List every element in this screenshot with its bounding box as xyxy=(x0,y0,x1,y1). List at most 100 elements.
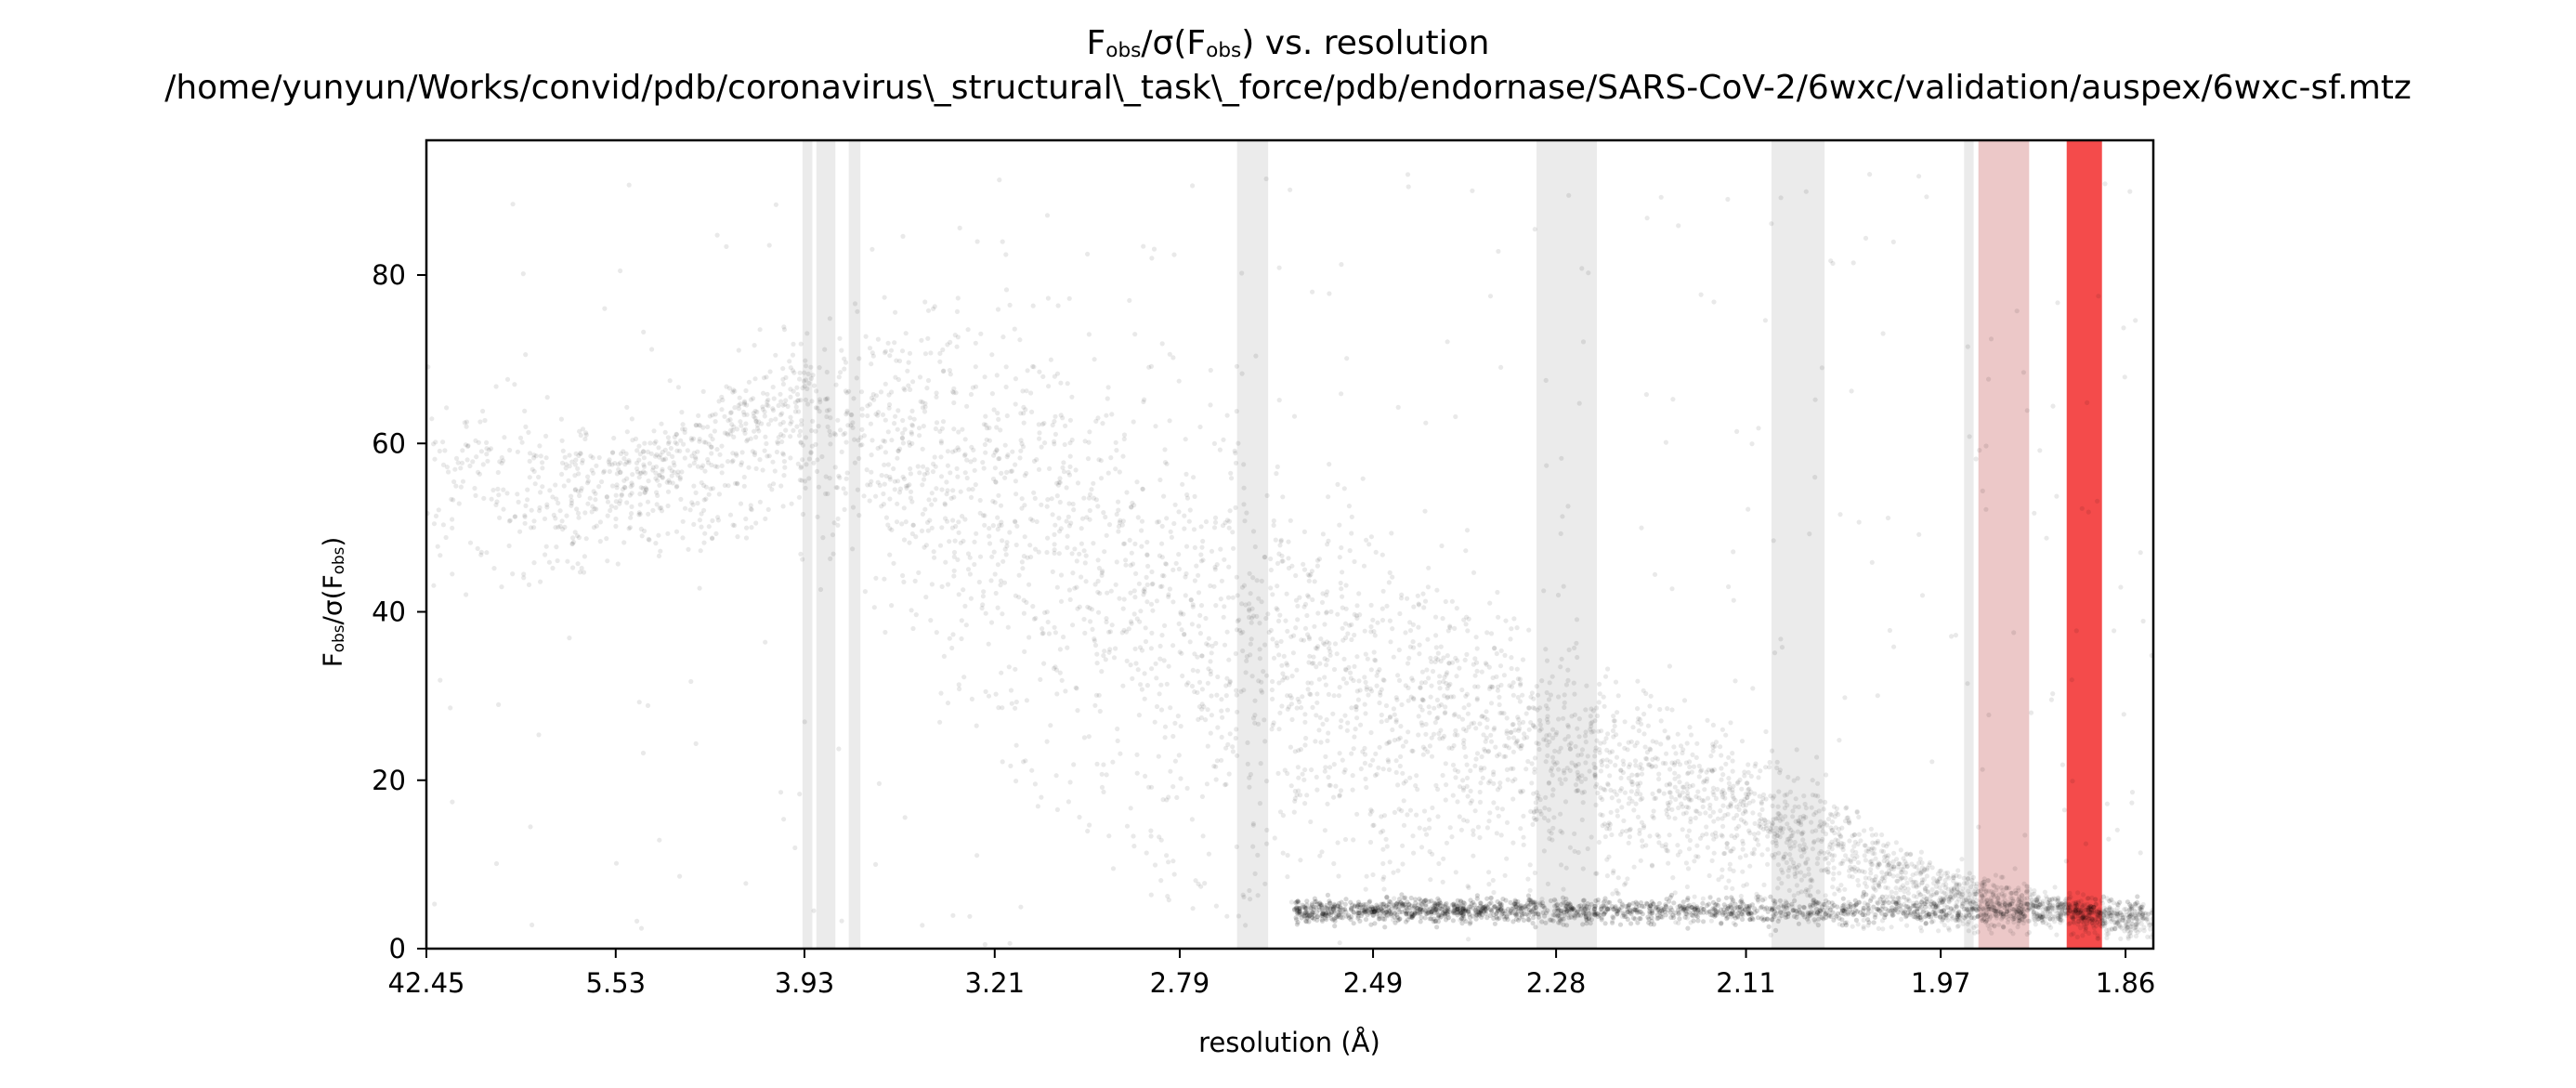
data-point xyxy=(687,507,693,513)
data-point xyxy=(1484,825,1490,831)
data-point xyxy=(1213,903,1219,909)
data-point xyxy=(845,423,851,428)
data-point xyxy=(1626,740,1631,745)
data-point xyxy=(1021,554,1026,559)
data-point xyxy=(1684,884,1690,890)
data-point xyxy=(1639,819,1644,825)
data-point xyxy=(1263,176,1269,182)
data-point xyxy=(1419,669,1425,675)
data-point xyxy=(1532,755,1538,761)
data-point xyxy=(931,461,936,466)
data-point xyxy=(1244,658,1249,663)
data-point xyxy=(1944,873,1950,879)
data-point xyxy=(1709,858,1715,864)
data-point xyxy=(1342,621,1349,626)
data-point xyxy=(1416,624,1421,630)
data-point xyxy=(1724,841,1730,846)
data-point xyxy=(1291,809,1297,815)
data-point xyxy=(1427,848,1432,855)
data-point xyxy=(1432,614,1439,620)
data-point xyxy=(995,307,1001,312)
data-point xyxy=(1654,832,1660,838)
data-point xyxy=(1800,846,1806,852)
data-point xyxy=(1609,832,1615,838)
data-point xyxy=(2030,903,2035,909)
data-point xyxy=(1497,710,1503,716)
data-point xyxy=(1960,885,1966,891)
data-point xyxy=(1669,707,1675,713)
data-point xyxy=(808,375,815,381)
data-point xyxy=(1534,684,1539,689)
data-point xyxy=(974,531,979,536)
data-point xyxy=(993,478,999,485)
data-point xyxy=(2090,910,2096,916)
data-point xyxy=(484,439,490,445)
data-point xyxy=(2030,902,2036,908)
data-point xyxy=(945,463,951,468)
data-point xyxy=(1301,561,1306,567)
data-point xyxy=(584,480,591,486)
data-point xyxy=(1795,829,1800,834)
data-point xyxy=(1546,697,1552,702)
data-point xyxy=(2088,909,2094,915)
data-point xyxy=(1976,889,1981,895)
data-point xyxy=(1494,674,1499,680)
data-point xyxy=(1845,857,1850,862)
data-point xyxy=(2114,905,2120,911)
data-point xyxy=(650,507,656,514)
data-point xyxy=(1518,826,1523,832)
data-point xyxy=(1477,721,1483,727)
data-point xyxy=(2020,370,2026,375)
data-point xyxy=(1189,817,1195,822)
data-point xyxy=(1398,724,1404,729)
data-point xyxy=(1478,780,1484,786)
data-point xyxy=(1644,216,1650,221)
data-point xyxy=(1186,518,1192,524)
data-point xyxy=(1495,787,1500,793)
data-point xyxy=(788,455,793,461)
data-point xyxy=(1128,619,1134,624)
data-point xyxy=(805,401,811,407)
data-point xyxy=(892,340,897,346)
data-point xyxy=(1444,782,1449,788)
data-point xyxy=(1114,511,1119,518)
data-point xyxy=(1675,731,1680,737)
data-point xyxy=(1993,872,1998,878)
data-point xyxy=(789,419,794,425)
data-point xyxy=(1355,697,1361,702)
data-point xyxy=(1269,727,1275,732)
data-point xyxy=(824,408,830,413)
data-point xyxy=(1929,886,1935,893)
data-point xyxy=(2063,911,2069,917)
data-point xyxy=(2024,931,2030,937)
data-point xyxy=(1711,850,1717,856)
data-point xyxy=(967,555,973,560)
data-point xyxy=(1534,817,1539,822)
data-point xyxy=(1687,764,1693,770)
data-point xyxy=(744,525,750,531)
data-point xyxy=(814,388,819,394)
data-point xyxy=(1166,594,1171,599)
data-point xyxy=(1357,911,1363,916)
data-point xyxy=(615,561,621,567)
data-point xyxy=(1563,737,1568,742)
data-point xyxy=(1002,442,1008,448)
data-point xyxy=(1107,647,1113,652)
data-point xyxy=(1484,709,1489,714)
data-point xyxy=(802,370,807,375)
data-point xyxy=(1442,733,1447,740)
data-point xyxy=(817,400,823,405)
data-point xyxy=(1528,720,1534,726)
data-point xyxy=(2128,924,2134,929)
data-point xyxy=(1637,827,1642,833)
data-point xyxy=(1830,819,1836,825)
data-point xyxy=(1934,879,1940,885)
data-point xyxy=(653,470,659,476)
data-point xyxy=(1621,762,1627,767)
data-point xyxy=(1213,640,1219,647)
data-point xyxy=(1259,679,1264,685)
data-point xyxy=(1550,735,1556,741)
data-point xyxy=(1868,861,1874,867)
data-point xyxy=(1180,673,1185,679)
data-point xyxy=(1383,836,1389,842)
